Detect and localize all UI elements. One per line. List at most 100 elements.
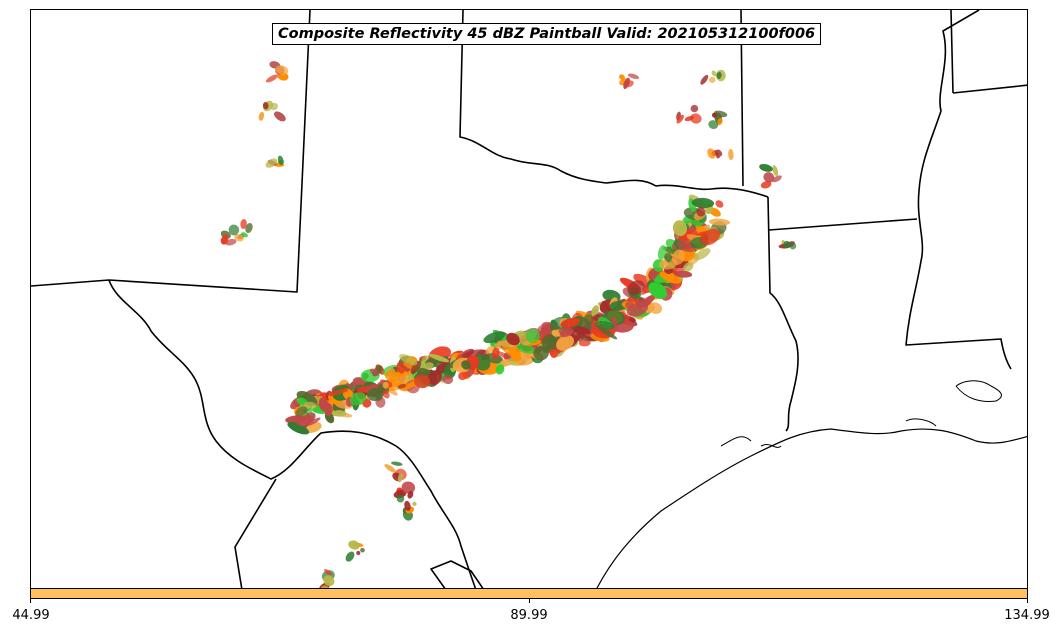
storm-cell <box>674 270 693 278</box>
border-tx-mexico <box>108 279 477 588</box>
storm-cell <box>349 392 367 406</box>
storm-cell <box>401 481 416 494</box>
storm-cell <box>220 234 229 245</box>
storm-cell <box>356 550 361 556</box>
storm-cell <box>636 299 651 308</box>
storm-cell <box>728 148 734 161</box>
colorbar-tick-label: 89.99 <box>510 608 548 623</box>
storm-cell <box>759 163 773 172</box>
coastline-bays <box>720 380 1002 448</box>
storm-cell <box>619 74 625 80</box>
storm-cell <box>664 252 672 263</box>
storm-cell <box>625 300 634 309</box>
storm-cell <box>648 282 668 300</box>
storm-cell <box>436 357 455 373</box>
storm-cell <box>659 271 682 284</box>
storm-cell <box>360 547 365 553</box>
storm-cell <box>506 332 520 346</box>
storm-cell <box>708 218 731 226</box>
colorbar-tick-mark <box>1027 599 1028 603</box>
storm-cell <box>414 374 431 389</box>
storm-cell <box>693 248 711 261</box>
storm-cell <box>648 302 663 314</box>
storm-cell <box>763 172 775 183</box>
storm-cell <box>708 120 719 130</box>
storm-cell <box>345 551 355 562</box>
colorbar-tick-label: 134.99 <box>1004 608 1050 623</box>
storm-cell <box>716 71 722 79</box>
storm-cell <box>591 305 599 317</box>
storm-cell <box>391 461 403 466</box>
storm-cell <box>551 329 561 337</box>
border-ms-al <box>952 84 1027 94</box>
storm-cell <box>716 149 723 156</box>
border-mississippi <box>905 10 1012 370</box>
storm-cell <box>789 242 797 250</box>
storm-cell <box>277 155 284 166</box>
storm-cell <box>274 111 286 122</box>
storm-cell <box>396 494 405 503</box>
storm-cell <box>515 344 537 354</box>
storm-cell <box>462 349 486 359</box>
storm-cell <box>348 540 360 550</box>
storm-cell <box>597 326 618 340</box>
storm-cell <box>772 165 779 177</box>
storm-cell <box>657 245 667 260</box>
storm-cell <box>772 175 782 183</box>
storm-cell <box>275 65 289 75</box>
storm-cell <box>659 257 678 270</box>
storm-cell <box>399 354 418 366</box>
storm-cell <box>458 371 468 381</box>
storm-cell <box>320 585 329 588</box>
storm-cell <box>369 368 380 376</box>
storm-cell <box>696 207 706 217</box>
storm-cell <box>715 200 724 208</box>
storm-cell <box>525 328 540 344</box>
storm-cell <box>461 360 472 370</box>
storm-cell <box>384 370 400 383</box>
storm-cell <box>707 148 716 159</box>
colorbar-tick-mark <box>30 599 31 603</box>
storm-cell <box>327 388 349 396</box>
storm-cell <box>711 112 717 118</box>
storm-cell <box>556 335 574 351</box>
storm-cell <box>287 421 310 435</box>
map-panel: Composite Reflectivity 45 dBZ Paintball … <box>30 9 1028 589</box>
storm-cell <box>382 390 390 399</box>
storm-cell <box>623 77 630 90</box>
storm-cell <box>700 228 721 246</box>
storm-cell <box>410 360 422 375</box>
storm-cell <box>711 70 717 77</box>
storm-cell <box>332 410 347 417</box>
storm-cell <box>676 114 684 124</box>
storm-cell <box>428 353 450 363</box>
border-tn <box>950 10 954 94</box>
storm-cell <box>258 111 265 121</box>
storm-cell <box>262 102 269 110</box>
storm-cell <box>760 181 772 189</box>
storm-cell <box>690 104 699 113</box>
storm-cell <box>568 325 591 335</box>
storm-cell <box>427 370 443 386</box>
state-borders <box>31 10 1027 588</box>
storm-cell <box>494 343 502 350</box>
map-canvas <box>31 10 1027 588</box>
storm-cell <box>304 401 317 409</box>
storm-cell <box>412 501 417 506</box>
storm-cell <box>397 473 403 483</box>
storm-blobs <box>220 61 797 588</box>
colorbar <box>30 588 1028 599</box>
storm-cell <box>407 490 414 499</box>
storm-cell <box>265 74 279 83</box>
storm-cell <box>533 345 549 361</box>
storm-cell <box>559 327 574 338</box>
map-title: Composite Reflectivity 45 dBZ Paintball … <box>272 23 822 45</box>
storm-cell <box>560 317 581 328</box>
storm-cell <box>442 374 454 385</box>
storm-cell <box>265 158 278 168</box>
storm-cell <box>382 381 389 389</box>
border-mexico-states <box>234 478 277 588</box>
storm-cell <box>491 347 500 359</box>
storm-cell <box>245 222 253 234</box>
storm-cell <box>228 224 240 236</box>
